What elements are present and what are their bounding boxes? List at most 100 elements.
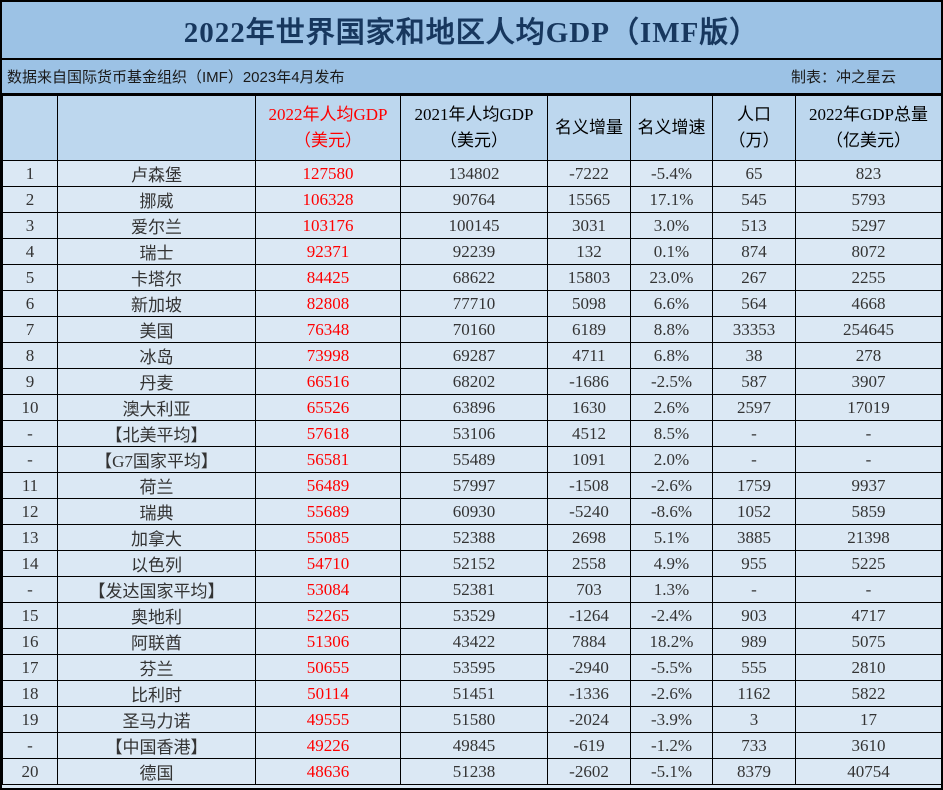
table-row: 12 瑞典 55689 60930 -5240 -8.6% 1052 5859 [2,498,941,525]
gdp2022-cell: 55085 [255,524,401,551]
title-bar: 2022年世界国家和地区人均GDP（IMF版） [2,2,941,60]
nominal-rate-cell: 8.5% [630,420,713,447]
population-cell: 1052 [712,498,796,525]
country-cell: 【中国香港】 [57,732,256,759]
country-cell: 爱尔兰 [57,212,256,239]
total-gdp-cell: 5075 [795,628,941,655]
gdp2021-cell: 92239 [400,238,548,265]
population-cell: 733 [712,732,796,759]
total-gdp-cell: 5297 [795,212,941,239]
gdp2022-cell: 57618 [255,420,401,447]
header-nominal-rate-label: 名义增速 [637,117,706,137]
table-row: - 【中国香港】 49226 49845 -619 -1.2% 733 3610 [2,732,941,759]
rank-cell: 18 [2,680,58,707]
total-gdp-cell: 17 [795,706,941,733]
gdp2021-cell: 57997 [400,472,548,499]
nominal-delta-cell: -5240 [547,498,631,525]
population-cell: - [712,420,796,447]
country-cell: 德国 [57,758,256,785]
rank-cell: 10 [2,394,58,421]
table-row: 7 美国 76348 70160 6189 8.8% 33353 254645 [2,316,941,343]
nominal-delta-cell: -2602 [547,758,631,785]
gdp2021-cell: 68202 [400,368,548,395]
gdp2021-cell: 55489 [400,446,548,473]
rank-cell: 17 [2,654,58,681]
nominal-delta-cell: -2940 [547,654,631,681]
country-cell: 新加坡 [57,290,256,317]
population-cell: 555 [712,654,796,681]
table-row: 18 比利时 50114 51451 -1336 -2.6% 1162 5822 [2,680,941,707]
gdp2022-cell: 65526 [255,394,401,421]
gdp2022-cell: 55689 [255,498,401,525]
header-total-gdp-line1: 2022年GDP总量 [808,104,928,124]
nominal-delta-cell: -7222 [547,160,631,187]
rank-cell: 14 [2,550,58,577]
gdp2022-cell: 50655 [255,654,401,681]
nominal-rate-cell: 2.0% [630,446,713,473]
population-cell: 3 [712,706,796,733]
nominal-delta-cell: 7884 [547,628,631,655]
country-cell: 卢森堡 [57,160,256,187]
table-row: 9 丹麦 66516 68202 -1686 -2.5% 587 3907 [2,368,941,395]
nominal-rate-cell: 23.0% [630,264,713,291]
header-population: 人口 （万） [712,95,796,161]
gdp2022-cell: 73998 [255,342,401,369]
nominal-delta-cell: 2698 [547,524,631,551]
rank-cell: 2 [2,186,58,213]
country-cell: 挪威 [57,186,256,213]
nominal-rate-cell: -2.5% [630,368,713,395]
header-gdp2022-line2: （美元） [294,131,362,150]
table-row: 14 以色列 54710 52152 2558 4.9% 955 5225 [2,550,941,577]
rank-cell: - [2,576,58,603]
table-row: 3 爱尔兰 103176 100145 3031 3.0% 513 5297 [2,212,941,239]
nominal-rate-cell: 18.2% [630,628,713,655]
population-cell: 545 [712,186,796,213]
total-gdp-cell: 5225 [795,550,941,577]
gdp2022-cell: 82808 [255,290,401,317]
nominal-rate-cell: -5.5% [630,654,713,681]
table-row: 5 卡塔尔 84425 68622 15803 23.0% 267 2255 [2,264,941,291]
population-cell: 587 [712,368,796,395]
gdp2022-cell: 49226 [255,732,401,759]
subtitle-bar: 数据来自国际货币基金组织（IMF）2023年4月发布 制表：冲之星云 [2,60,941,95]
country-cell: 【发达国家平均】 [57,576,256,603]
country-cell: 冰岛 [57,342,256,369]
gdp2022-cell: 76348 [255,316,401,343]
table-row: 8 冰岛 73998 69287 4711 6.8% 38 278 [2,342,941,369]
nominal-delta-cell: -1686 [547,368,631,395]
nominal-delta-cell: 2558 [547,550,631,577]
total-gdp-cell: - [795,420,941,447]
population-cell: - [712,576,796,603]
nominal-delta-cell: -1264 [547,602,631,629]
total-gdp-cell: 4717 [795,602,941,629]
header-nominal-delta: 名义增量 [547,95,631,161]
nominal-rate-cell: -2.6% [630,680,713,707]
total-gdp-cell: 5859 [795,498,941,525]
nominal-rate-cell: 3.0% [630,212,713,239]
rank-cell: 4 [2,238,58,265]
nominal-delta-cell: -2024 [547,706,631,733]
rank-cell: 3 [2,212,58,239]
gdp2021-cell: 68622 [400,264,548,291]
data-source-note: 数据来自国际货币基金组织（IMF）2023年4月发布 [7,69,345,86]
gdp2021-cell: 43422 [400,628,548,655]
total-gdp-cell: 2255 [795,264,941,291]
gdp2021-cell: 51451 [400,680,548,707]
table-row: 16 阿联酋 51306 43422 7884 18.2% 989 5075 [2,628,941,655]
country-cell: 阿联酋 [57,628,256,655]
nominal-rate-cell: -8.6% [630,498,713,525]
total-gdp-cell: 3610 [795,732,941,759]
table-row: 6 新加坡 82808 77710 5098 6.6% 564 4668 [2,290,941,317]
gdp-table: 2022年人均GDP （美元） 2021年人均GDP （美元） 名义增量 [2,95,941,785]
population-cell: 267 [712,264,796,291]
rank-cell: 12 [2,498,58,525]
gdp2022-cell: 66516 [255,368,401,395]
rank-cell: 7 [2,316,58,343]
country-cell: 澳大利亚 [57,394,256,421]
gdp2022-cell: 48636 [255,758,401,785]
nominal-rate-cell: 5.1% [630,524,713,551]
gdp2021-cell: 90764 [400,186,548,213]
rank-cell: 19 [2,706,58,733]
table-row: 4 瑞士 92371 92239 132 0.1% 874 8072 [2,238,941,265]
country-cell: 芬兰 [57,654,256,681]
